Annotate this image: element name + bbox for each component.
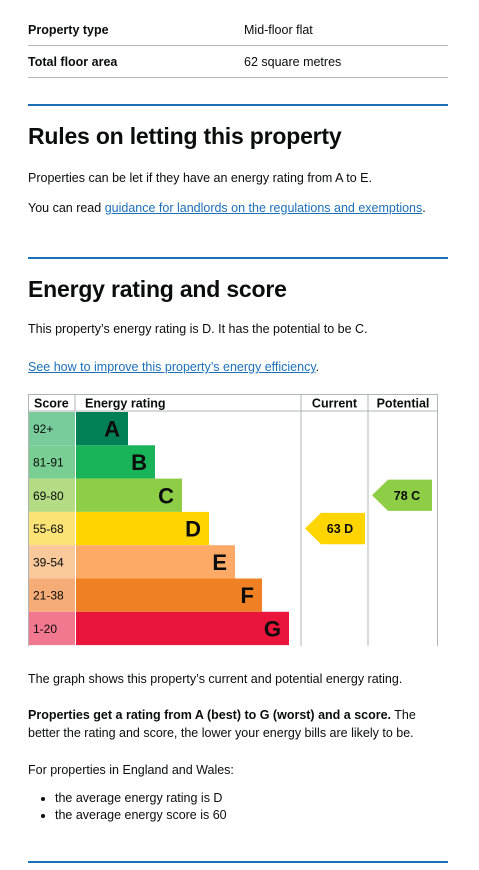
score-range-label: 55-68 [33, 522, 64, 536]
score-cell-g [29, 611, 75, 646]
header-current: Current [312, 397, 358, 411]
property-summary: Property type Mid-floor flat Total floor… [28, 14, 448, 78]
rating-letter-d: D [185, 517, 201, 542]
score-cell-b [29, 445, 75, 479]
improve-efficiency-link[interactable]: See how to improve this property’s energ… [28, 360, 316, 374]
score-cell-a [29, 412, 75, 446]
rating-letter-f: F [241, 583, 254, 608]
current-arrow [305, 512, 365, 545]
summary-key: Property type [28, 22, 109, 37]
score-cell-d [29, 511, 75, 546]
potential-arrow [372, 479, 432, 511]
score-range-label: 39-54 [33, 555, 64, 569]
rating-letter-a: A [104, 417, 120, 442]
header-potential: Potential [377, 397, 430, 411]
rating-bar-d [76, 511, 209, 546]
average-list: the average energy rating is D the avera… [28, 790, 227, 824]
summary-value: Mid-floor flat [244, 22, 313, 37]
summary-row-property-type: Property type Mid-floor flat [28, 14, 448, 46]
rating-explanation-bold: Properties get a rating from A (best) to… [28, 708, 392, 722]
score-range-label: 21-38 [33, 589, 64, 603]
section-divider [28, 861, 448, 863]
score-range-label: 81-91 [33, 455, 64, 469]
rating-letter-e: E [212, 550, 227, 575]
rating-letter-g: G [264, 616, 281, 641]
letting-paragraph: Properties can be let if they have an en… [28, 171, 372, 185]
current-rating-label: 63 D [327, 522, 353, 536]
improve-suffix: . [315, 360, 320, 374]
england-wales-intro: For properties in England and Wales: [28, 763, 234, 777]
letting-guidance-paragraph: You can read guidance for landlords on t… [28, 199, 448, 217]
rating-explanation-rest: The better the rating and score, the low… [28, 708, 416, 740]
score-range-label: 69-80 [33, 489, 64, 503]
graph-note: The graph shows this property’s current … [28, 672, 403, 686]
section-divider [28, 104, 448, 106]
improve-paragraph: See how to improve this property’s energ… [28, 358, 448, 376]
summary-key: Total floor area [28, 54, 118, 69]
section-divider [28, 257, 448, 259]
letting-heading: Rules on letting this property [28, 123, 342, 149]
energy-rating-chart: Score Energy rating Current Potential 92+ A 81… [28, 394, 438, 646]
guidance-prefix: You can read [28, 201, 105, 215]
guidance-suffix: . [422, 201, 426, 215]
score-cell-e [29, 545, 75, 579]
rating-letter-c: C [158, 483, 174, 508]
score-range-label: 92+ [33, 422, 53, 436]
rating-explanation: Properties get a rating from A (best) to… [28, 706, 448, 742]
energy-heading: Energy rating and score [28, 276, 287, 302]
rating-bar-c [76, 478, 182, 512]
list-item: the average energy rating is D [55, 790, 227, 807]
score-cell-f [29, 578, 75, 612]
rating-bar-g [76, 611, 289, 646]
score-range-label: 1-20 [33, 622, 57, 636]
energy-rating-paragraph: This property’s energy rating is D. It h… [28, 322, 368, 336]
rating-bar-a [76, 412, 128, 446]
chart-frame [28, 394, 438, 646]
list-item: the average energy score is 60 [55, 807, 227, 824]
rating-letter-b: B [131, 450, 147, 475]
guidance-link[interactable]: guidance for landlords on the regulation… [104, 201, 423, 215]
summary-value: 62 square metres [244, 54, 342, 69]
header-energy-rating: Energy rating [85, 397, 166, 411]
rating-bar-f [76, 578, 262, 612]
potential-rating-label: 78 C [394, 489, 420, 503]
header-score: Score [34, 397, 69, 411]
score-cell-c [29, 478, 75, 512]
rating-bar-e [76, 545, 235, 579]
rating-bar-b [76, 445, 155, 479]
summary-row-floor-area: Total floor area 62 square metres [28, 46, 448, 78]
